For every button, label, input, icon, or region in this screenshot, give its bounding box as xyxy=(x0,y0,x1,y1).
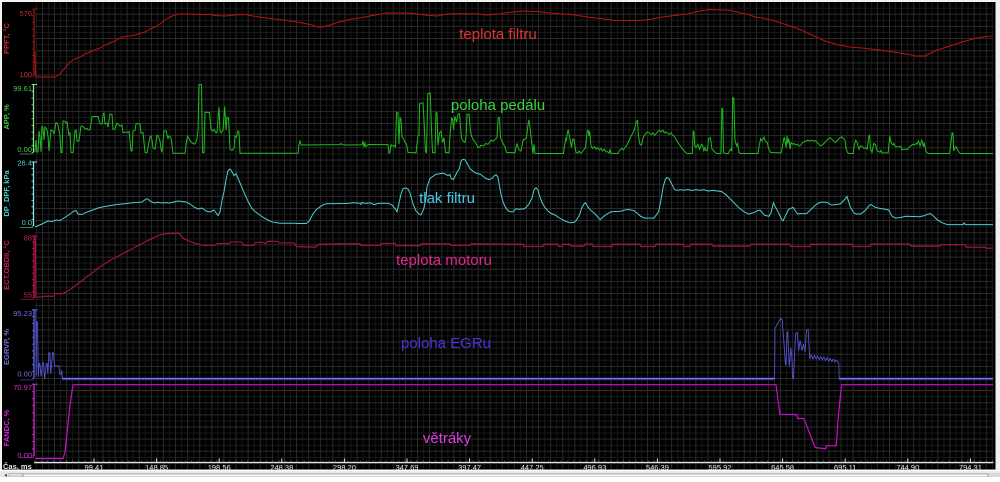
svg-text:0.00: 0.00 xyxy=(17,451,32,460)
svg-text:26.4: 26.4 xyxy=(17,159,32,168)
svg-text:poloha pedálu: poloha pedálu xyxy=(451,97,545,114)
svg-text:ECT.OBDII, °C: ECT.OBDII, °C xyxy=(2,240,11,290)
svg-text:teplota motoru: teplota motoru xyxy=(396,252,492,269)
svg-text:70.97: 70.97 xyxy=(13,383,32,392)
svg-text:0.00: 0.00 xyxy=(17,370,32,379)
svg-text:95.23: 95.23 xyxy=(13,309,32,318)
svg-text:0.0: 0.0 xyxy=(22,218,32,227)
svg-text:teplota filtru: teplota filtru xyxy=(459,26,537,43)
svg-text:88: 88 xyxy=(24,234,32,243)
svg-text:55: 55 xyxy=(24,291,32,300)
svg-text:99.61: 99.61 xyxy=(13,84,32,93)
svg-text:576: 576 xyxy=(19,9,32,18)
svg-text:Čas, ms: Čas, ms xyxy=(3,462,32,471)
svg-text:APP, %: APP, % xyxy=(2,104,11,130)
svg-text:tlak filtru: tlak filtru xyxy=(419,190,475,207)
svg-text:0.00: 0.00 xyxy=(17,145,32,154)
svg-text:DP_DPF, kPa: DP_DPF, kPa xyxy=(2,170,11,217)
svg-text:EGRVP, %: EGRVP, % xyxy=(2,329,11,365)
svg-text:větráky: větráky xyxy=(423,430,472,447)
svg-text:FANDC, %: FANDC, % xyxy=(2,409,11,446)
svg-text:100: 100 xyxy=(19,70,32,79)
svg-text:poloha EGRu: poloha EGRu xyxy=(401,335,491,352)
svg-text:PPFT, °C: PPFT, °C xyxy=(2,22,11,54)
